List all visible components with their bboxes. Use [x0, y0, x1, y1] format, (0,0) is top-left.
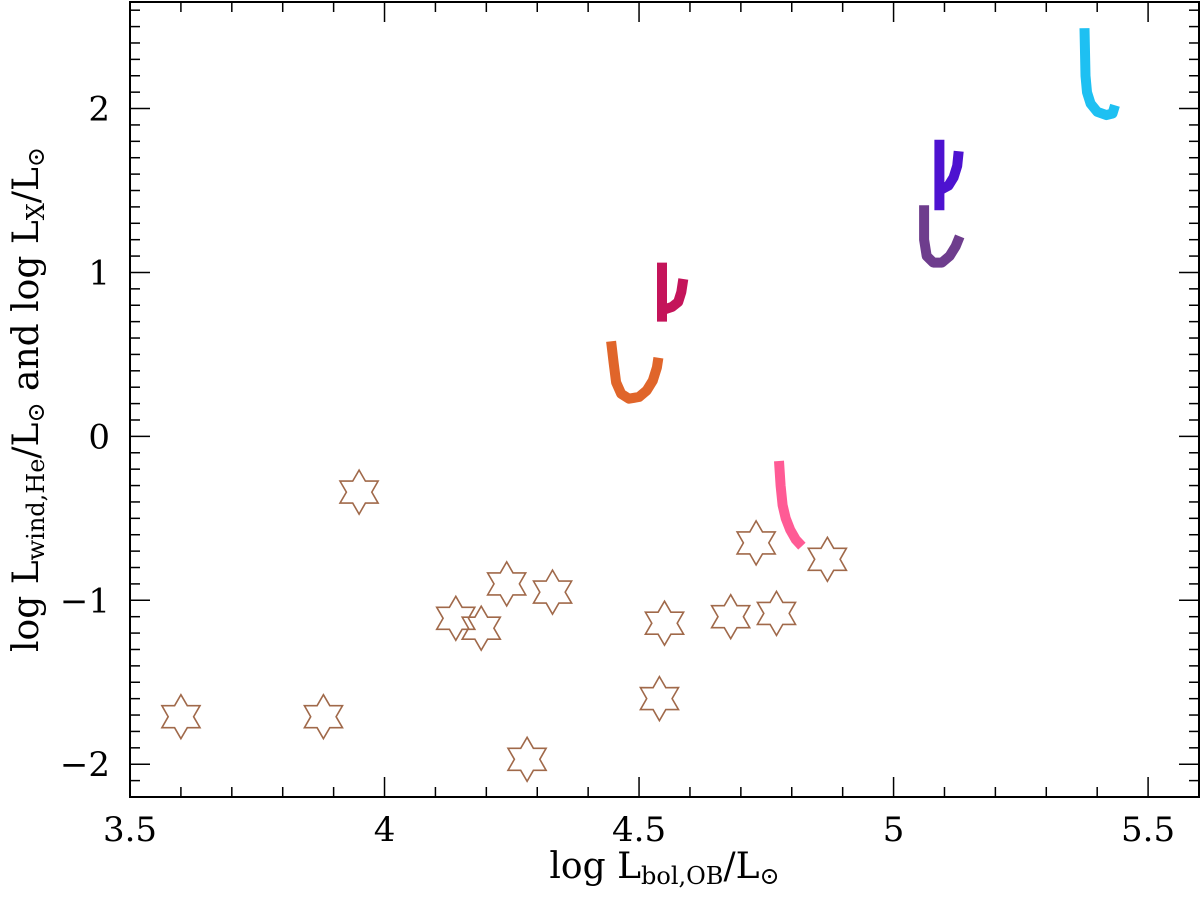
y-tick-label: 1 [88, 253, 110, 293]
star-markers [160, 468, 848, 783]
x-tick-label: 3.5 [103, 810, 157, 850]
star-marker [435, 594, 477, 642]
y-tick-label: 0 [88, 417, 110, 457]
y-tick-labels: 2 1 0 −1 −2 [60, 90, 110, 786]
track-line [606, 340, 664, 404]
x-axis-label: log Lbol,OB/L⊙ [549, 846, 779, 890]
evolution-tracks [606, 28, 1120, 550]
star-marker [460, 604, 502, 652]
x-tick-label: 5.5 [1121, 810, 1175, 850]
axis-ticks [129, 2, 1200, 798]
star-marker [710, 593, 752, 641]
y-tick-label: −1 [60, 581, 110, 621]
plot-frame [129, 1, 1200, 798]
star-marker [506, 735, 548, 783]
y-tick-label: 2 [88, 90, 110, 130]
track-line [774, 460, 806, 550]
x-tick-labels: 3.5 4 4.5 5 5.5 [103, 810, 1175, 850]
x-tick-label: 5 [883, 810, 905, 850]
track-line [919, 205, 965, 268]
star-marker [756, 589, 797, 638]
x-tick-label: 4.5 [612, 810, 666, 850]
star-marker [735, 519, 777, 567]
x-tick-label: 4 [374, 810, 396, 850]
star-marker [486, 560, 528, 608]
track-line [660, 278, 689, 315]
star-marker [338, 468, 380, 516]
y-tick-label: −2 [60, 745, 110, 785]
star-marker [303, 693, 344, 741]
star-marker [644, 599, 685, 647]
star-marker [532, 568, 573, 616]
star-marker [806, 535, 848, 583]
star-marker [160, 693, 202, 741]
star-marker [639, 674, 680, 723]
y-axis-label: log Lwind,He/L⊙ and log LX/L⊙ [6, 147, 50, 652]
track-line [937, 150, 964, 195]
track-line [1079, 28, 1120, 121]
